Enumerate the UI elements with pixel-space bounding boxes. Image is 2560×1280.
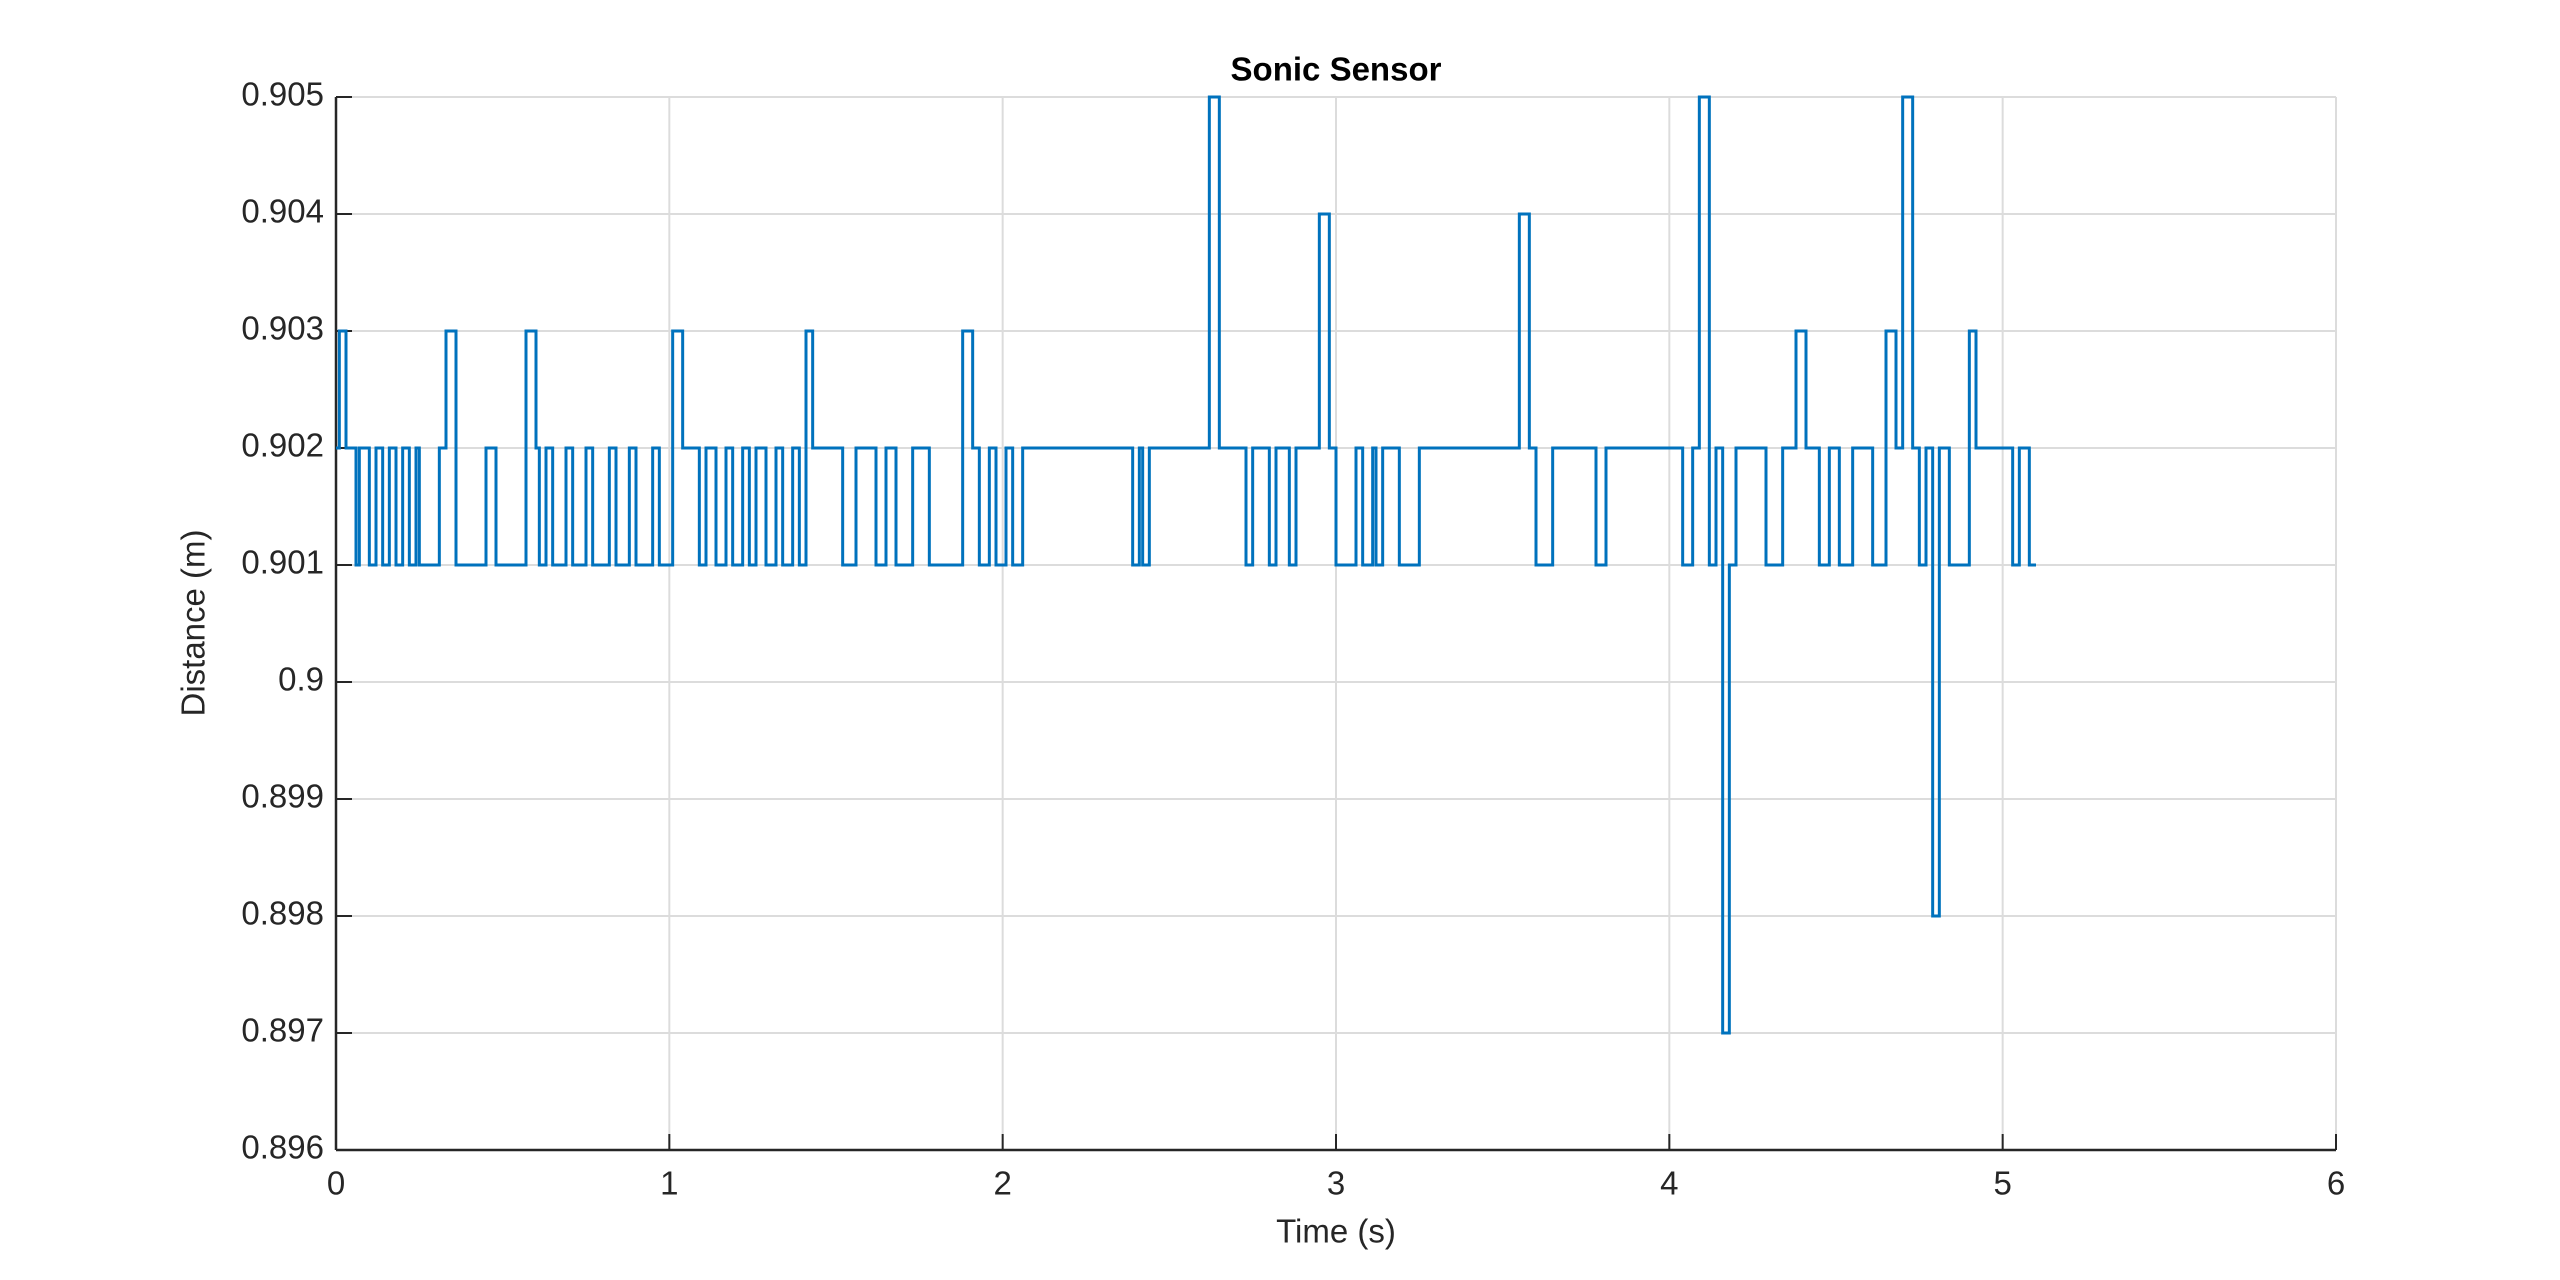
- y-tick-label: 0.898: [241, 895, 324, 932]
- y-tick-label: 0.905: [241, 76, 324, 113]
- x-tick-label: 3: [1327, 1165, 1345, 1202]
- data-line: [336, 95, 2036, 1035]
- y-tick-label: 0.9: [278, 661, 324, 698]
- x-tick-label: 0: [327, 1165, 345, 1202]
- x-tick-label: 4: [1660, 1165, 1678, 1202]
- y-tick-label: 0.899: [241, 778, 324, 815]
- x-tick-label: 5: [1993, 1165, 2011, 1202]
- x-axis-label: Time (s): [1276, 1213, 1396, 1250]
- y-tick-label: 0.901: [241, 544, 324, 581]
- chart-title: Sonic Sensor: [1231, 51, 1442, 88]
- x-tick-label: 6: [2327, 1165, 2345, 1202]
- x-tick-label: 1: [660, 1165, 678, 1202]
- y-tick-label: 0.896: [241, 1129, 324, 1166]
- y-tick-label: 0.903: [241, 310, 324, 347]
- y-tick-label: 0.897: [241, 1012, 324, 1049]
- y-axis-label: Distance (m): [175, 529, 212, 716]
- y-tick-label: 0.904: [241, 193, 324, 230]
- y-tick-label: 0.902: [241, 427, 324, 464]
- x-tick-label: 2: [993, 1165, 1011, 1202]
